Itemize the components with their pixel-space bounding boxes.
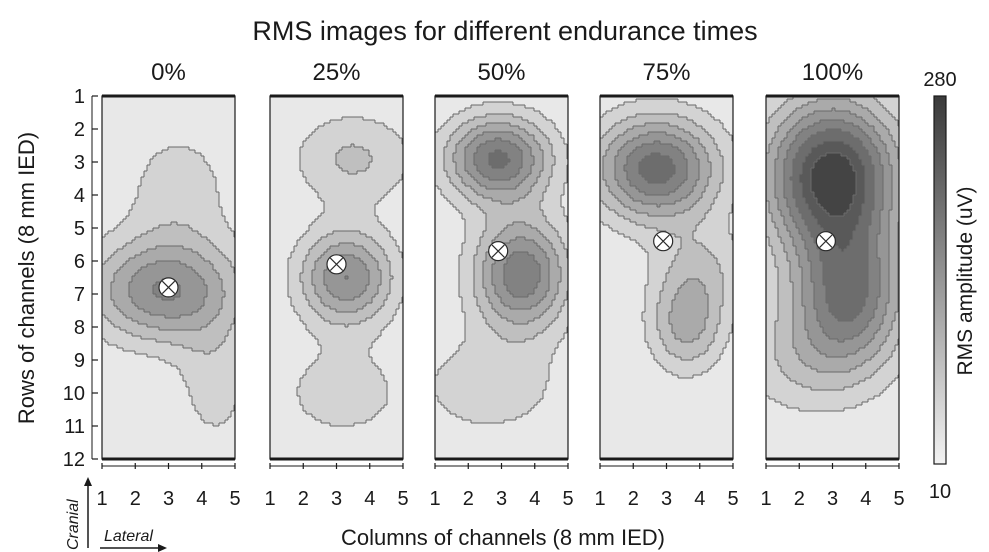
x-tick-label: 4 (694, 488, 705, 510)
centroid-marker (815, 231, 836, 252)
heatmap-cells (270, 96, 403, 459)
centroid-marker (326, 254, 347, 275)
panel-label: 100% (802, 59, 863, 86)
x-tick-label: 3 (661, 488, 672, 510)
x-tick-label: 3 (331, 488, 342, 510)
x-tick-label: 2 (794, 488, 805, 510)
x-tick-label: 5 (562, 488, 573, 510)
lateral-label: Lateral (104, 528, 153, 545)
y-tick-label: 2 (74, 119, 85, 141)
x-tick-label: 1 (594, 488, 605, 510)
colorbar-label: RMS amplitude (uV) (954, 186, 977, 375)
centroid-marker (653, 231, 674, 252)
y-tick-label: 10 (63, 383, 85, 405)
colorbar (933, 95, 947, 465)
panel-2: 25% 1 2 3 4 5 (264, 59, 408, 510)
x-tick-label: 1 (760, 488, 771, 510)
panel-3: 50% 1 2 3 4 5 (429, 59, 573, 510)
x-tick-label: 5 (727, 488, 738, 510)
panel-5: 100% 1 2 3 4 5 (760, 59, 904, 510)
panel-1: 0% 1 2 3 4 5 (96, 59, 240, 510)
y-tick-label: 8 (74, 317, 85, 339)
contour-lines (600, 98, 733, 379)
y-tick-label: 1 (74, 86, 85, 108)
contour-lines (435, 101, 568, 424)
x-tick-label: 4 (364, 488, 375, 510)
heatmap-cells (102, 96, 235, 459)
x-axis-label: Columns of channels (8 mm IED) (341, 525, 665, 550)
panel-label: 0% (151, 59, 186, 86)
panel-label: 50% (477, 59, 525, 86)
x-tick-label: 4 (860, 488, 871, 510)
x-tick-label: 4 (196, 488, 207, 510)
contour-lines (102, 146, 235, 427)
panel-label: 25% (312, 59, 360, 86)
heatmap-cells (600, 96, 733, 459)
x-tick-label: 2 (298, 488, 309, 510)
contour-lines (287, 116, 403, 427)
x-tick-label: 1 (429, 488, 440, 510)
cranial-label: Cranial (65, 499, 82, 550)
x-tick-label: 2 (463, 488, 474, 510)
y-tick-label: 6 (74, 251, 85, 273)
panel-label: 75% (642, 59, 690, 86)
x-tick-label: 3 (827, 488, 838, 510)
orientation-indicator: Cranial Lateral (65, 477, 167, 552)
lateral-arrow-head (158, 544, 167, 552)
y-tick-label: 7 (74, 284, 85, 306)
centroid-marker (158, 277, 179, 298)
y-tick-label: 12 (63, 449, 85, 471)
y-tick-label: 3 (74, 152, 85, 174)
y-tick-label: 9 (74, 350, 85, 372)
x-tick-label: 4 (529, 488, 540, 510)
cranial-arrow-head (84, 477, 92, 486)
x-tick-label: 3 (163, 488, 174, 510)
x-tick-label: 2 (130, 488, 141, 510)
x-tick-label: 2 (628, 488, 639, 510)
chart-title: RMS images for different endurance times (252, 16, 757, 46)
y-axis-label: Rows of channels (8 mm IED) (14, 132, 39, 424)
heatmap-cells (435, 96, 568, 459)
x-tick-label: 5 (229, 488, 240, 510)
centroid-marker (488, 241, 509, 262)
y-tick-label: 11 (64, 416, 85, 438)
y-tick-label: 4 (74, 185, 85, 207)
x-tick-label: 3 (496, 488, 507, 510)
x-tick-label: 1 (264, 488, 275, 510)
y-tick-label: 5 (74, 218, 85, 240)
x-tick-label: 1 (96, 488, 107, 510)
x-tick-label: 5 (893, 488, 904, 510)
colorbar-min-label: 10 (929, 481, 951, 503)
x-tick-label: 5 (397, 488, 408, 510)
panel-4: 75% 1 2 3 4 5 (594, 59, 738, 510)
heatmap-cells (766, 96, 899, 459)
colorbar-max-label: 280 (923, 69, 956, 91)
